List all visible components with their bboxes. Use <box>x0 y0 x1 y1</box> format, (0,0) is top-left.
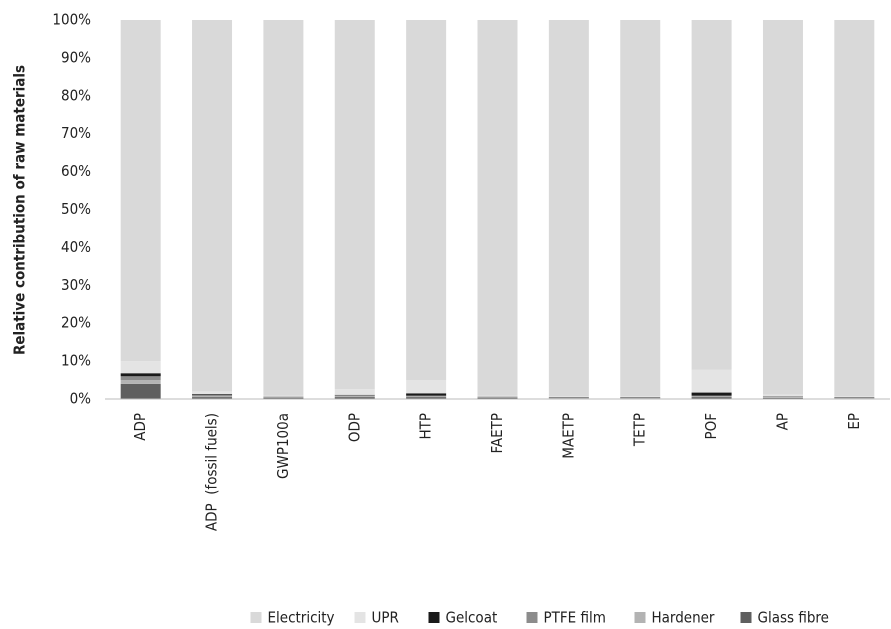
x-tick-label: AP <box>773 413 791 430</box>
bar-segment <box>120 361 161 374</box>
legend-swatch <box>634 612 646 623</box>
y-tick-label: 30% <box>61 276 91 294</box>
bar-segment <box>192 397 233 399</box>
bar-segment <box>334 389 375 395</box>
legend-label: Hardener <box>652 609 715 627</box>
bar-segment <box>620 396 661 398</box>
bar-segment <box>691 396 732 398</box>
bar-segment <box>406 20 447 381</box>
x-tick-label: TETP <box>631 413 649 447</box>
legend-label: Electricity <box>268 609 335 627</box>
bar-segment <box>691 20 732 370</box>
bar-segment <box>762 394 803 397</box>
bar-segment <box>406 380 447 394</box>
y-tick-label: 10% <box>61 352 91 370</box>
bar-segment <box>406 396 447 398</box>
bar-segment <box>691 369 732 393</box>
bar-segment <box>263 20 304 396</box>
legend-swatch <box>250 612 262 623</box>
legend-label: PTFE film <box>544 609 606 627</box>
bar-segment <box>263 395 304 397</box>
y-tick-label: 80% <box>61 86 91 104</box>
legend-label: Glass fibre <box>758 609 829 627</box>
bar-segment <box>120 380 161 384</box>
y-tick-label: 40% <box>61 238 91 256</box>
bar-segment <box>548 20 589 397</box>
y-tick-label: 90% <box>61 48 91 66</box>
bar-segment <box>334 395 375 396</box>
legend-swatch <box>428 612 440 623</box>
x-tick-label: HTP <box>417 413 435 440</box>
bar-segment <box>192 20 233 392</box>
bar-segment <box>334 20 375 390</box>
bar-segment <box>691 392 732 396</box>
bar-segment <box>406 397 447 399</box>
bar-segment <box>691 395 732 397</box>
x-tick-label: ODP <box>345 413 363 442</box>
bar-segment <box>762 20 803 395</box>
y-tick-label: 70% <box>61 124 91 142</box>
bar-segment <box>192 391 233 395</box>
y-tick-label: 50% <box>61 200 91 218</box>
legend-swatch <box>354 612 366 623</box>
bar-segment <box>192 394 233 395</box>
legend-swatch <box>526 612 538 623</box>
bar-segment <box>406 395 447 397</box>
bar-segment <box>477 397 518 399</box>
bar-segment <box>834 20 875 397</box>
y-tick-label: 60% <box>61 162 91 180</box>
bar-segment <box>762 397 803 398</box>
x-tick-label: POF <box>702 413 720 440</box>
bar-segment <box>192 395 233 398</box>
x-tick-label: ADP (fossil fuels) <box>203 413 221 531</box>
y-tick-label: 100% <box>52 11 91 29</box>
x-tick-label: FAETP <box>488 413 506 454</box>
x-tick-label: MAETP <box>559 413 577 459</box>
bar-segment <box>120 373 161 377</box>
bar-segment <box>334 395 375 398</box>
y-axis-title: Relative contribution of raw materials <box>11 65 29 355</box>
bar-segment <box>263 397 304 399</box>
bar-segment <box>834 396 875 398</box>
bar-segment <box>334 397 375 399</box>
bar-segment <box>120 376 161 381</box>
bar-segment <box>192 394 233 396</box>
bar-segment <box>620 20 661 397</box>
bar-segment <box>762 397 803 399</box>
legend-label: Gelcoat <box>446 609 498 627</box>
bar-segment <box>548 396 589 398</box>
bar-segment <box>477 395 518 397</box>
bar-segment <box>406 393 447 396</box>
legend-label: UPR <box>372 609 399 627</box>
x-tick-label: ADP <box>131 413 149 441</box>
x-tick-label: GWP100a <box>274 413 292 479</box>
y-tick-label: 20% <box>61 314 91 332</box>
x-tick-label: EP <box>845 413 863 430</box>
bar-segment <box>477 20 518 396</box>
bar-segment <box>691 397 732 399</box>
legend-swatch <box>740 612 752 623</box>
y-tick-label: 0% <box>70 390 92 408</box>
bar-segment <box>120 383 161 399</box>
bar-segment <box>120 20 161 362</box>
